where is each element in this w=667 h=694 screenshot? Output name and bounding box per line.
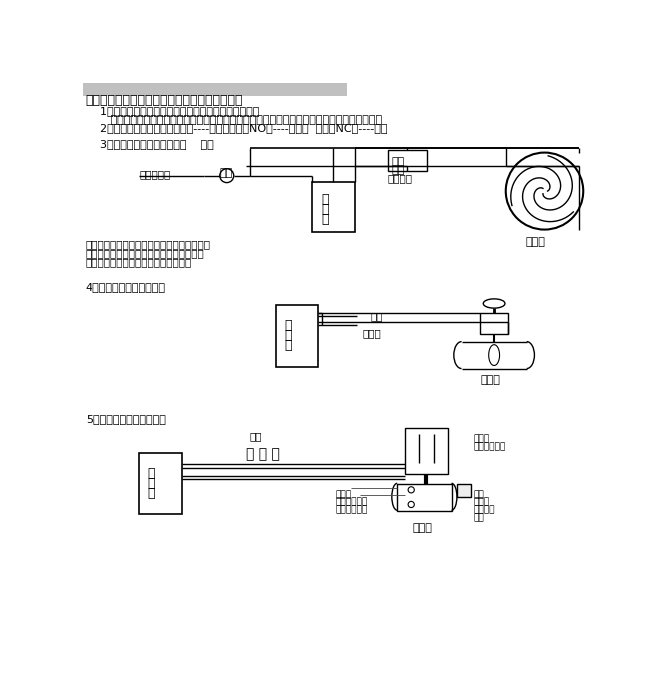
Text: 警: 警 <box>147 477 155 490</box>
Text: 器: 器 <box>321 214 329 226</box>
Text: 器: 器 <box>284 339 291 352</box>
Text: 开关: 开关 <box>392 165 405 175</box>
Text: 5、报警器与机械手接线图: 5、报警器与机械手接线图 <box>85 414 165 424</box>
Text: 手柄: 手柄 <box>474 490 485 499</box>
Text: 墙壁: 墙壁 <box>392 158 405 167</box>
Text: 警时自动开启排气扇，排除有害气体。: 警时自动开启排气扇，排除有害气体。 <box>85 257 192 267</box>
Text: 白线: 白线 <box>370 311 383 321</box>
Text: 4、报警器与电磁阀接线图: 4、报警器与电磁阀接线图 <box>85 282 165 292</box>
Text: 安装耳: 安装耳 <box>336 490 352 499</box>
Text: 火线: 火线 <box>219 168 232 178</box>
Text: 手柄卡持螺钉: 手柄卡持螺钉 <box>474 442 506 451</box>
Text: 注：本机的排气扇开关可与原墙壁开关并联输: 注：本机的排气扇开关可与原墙壁开关并联输 <box>85 239 211 249</box>
Text: 警: 警 <box>284 329 291 342</box>
Text: 报: 报 <box>147 467 155 480</box>
Bar <box>388 149 427 171</box>
Text: 电磁阀: 电磁阀 <box>480 375 500 385</box>
Text: 离合器: 离合器 <box>474 498 490 507</box>
Text: 1、壁挂安装，螺丝钉钉在墙上，将报警器挂在钉上。: 1、壁挂安装，螺丝钉钉在墙上，将报警器挂在钉上。 <box>85 106 259 117</box>
Text: 机械手输出轴: 机械手输出轴 <box>336 498 368 507</box>
Bar <box>312 182 355 232</box>
Text: 黑线一: 黑线一 <box>362 328 381 338</box>
Text: 器: 器 <box>147 486 155 500</box>
Text: 黑 线 一: 黑 线 一 <box>246 447 280 461</box>
Text: 报: 报 <box>284 319 291 332</box>
Text: 排气扇: 排气扇 <box>525 237 545 247</box>
Text: 入排气扇，不影响原排气扇功能，并能在报: 入排气扇，不影响原排气扇功能，并能在报 <box>85 248 205 258</box>
Bar <box>398 484 452 511</box>
Text: 燃气球阀: 燃气球阀 <box>474 505 496 514</box>
Bar <box>457 484 471 497</box>
Text: 燃气球阀心轴: 燃气球阀心轴 <box>336 505 368 514</box>
Text: 3、报警器与排气扇接线图节    零线: 3、报警器与排气扇接线图节 零线 <box>85 139 213 149</box>
Text: 2、有线联网接线说明：公共端----黄线，常开（NO）----蓝线，  常闭（NC）----白线: 2、有线联网接线说明：公共端----黄线，常开（NO）----蓝线， 常闭（NC… <box>85 124 388 133</box>
Text: 警: 警 <box>321 203 329 217</box>
Text: 支架: 支架 <box>474 513 485 522</box>
Bar <box>275 305 318 366</box>
Bar <box>405 428 448 475</box>
Bar <box>480 313 508 335</box>
Text: 墙壁开关: 墙壁开关 <box>388 174 413 183</box>
Bar <box>139 453 182 514</box>
Text: 吸顶安装，用两颗螺丝钉将底盘固定在天花板上。顺时针旋转报警器，将其轻扣固定在底盘上: 吸顶安装，用两颗螺丝钉将底盘固定在天花板上。顺时针旋转报警器，将其轻扣固定在底盘… <box>85 115 382 125</box>
Text: 机械手: 机械手 <box>413 523 433 533</box>
Text: 八、附安装图（接电源时请注意产品上的图标）: 八、附安装图（接电源时请注意产品上的图标） <box>85 94 243 107</box>
Text: 报警器电源: 报警器电源 <box>139 169 171 180</box>
Text: 红线: 红线 <box>250 431 263 441</box>
Bar <box>83 83 347 96</box>
Text: 转管和: 转管和 <box>474 434 490 443</box>
Text: 报: 报 <box>321 194 329 206</box>
